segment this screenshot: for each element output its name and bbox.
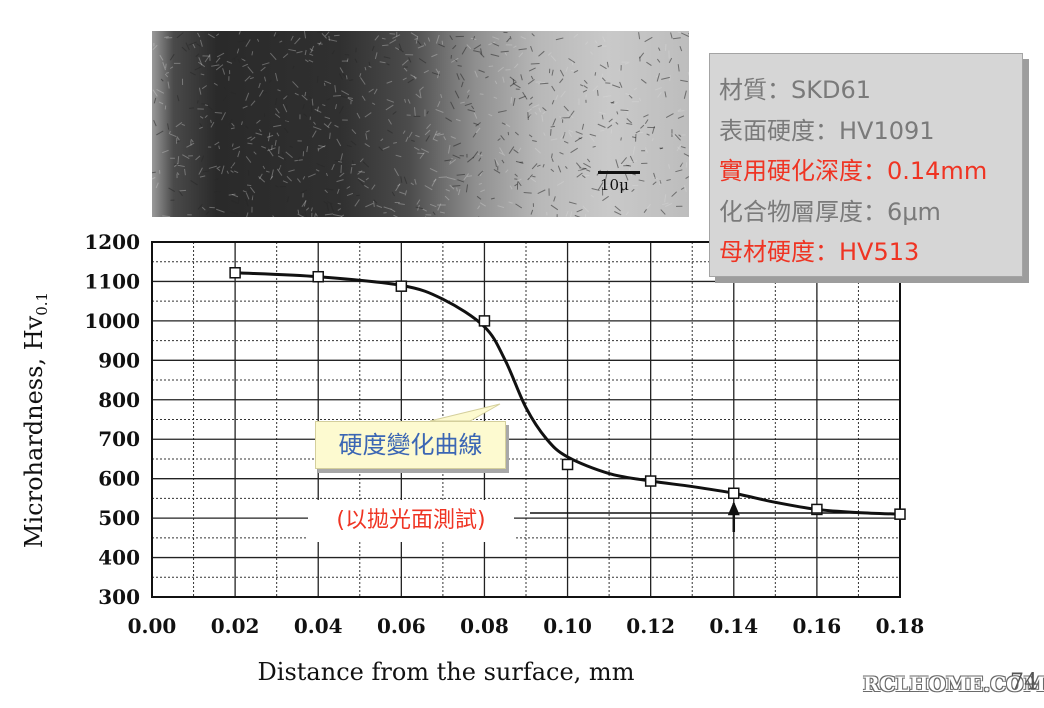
micrograph-image: [152, 31, 689, 217]
y-tick-label: 1200: [84, 230, 140, 254]
watermark: RCLHOME.COM: [863, 672, 1044, 696]
data-point: [561, 458, 574, 471]
y-axis-title: Microhardness, Hv0.1: [20, 292, 51, 548]
info-compound-layer: 化合物層厚度：6μm: [719, 197, 941, 226]
y-tick-label: 900: [98, 348, 140, 372]
data-point: [894, 508, 906, 520]
x-tick-label: 0.04: [294, 614, 343, 638]
scale-bar-label: 10μ: [600, 176, 629, 194]
polished-surface-note: (以拋光面測試): [308, 500, 514, 542]
x-tick-label: 0.06: [377, 614, 426, 638]
info-surface-hardness: 表面硬度：HV1091: [719, 116, 935, 145]
x-tick-label: 0.12: [626, 614, 675, 638]
y-tick-label: 300: [98, 585, 140, 609]
chart-frame: [151, 241, 901, 598]
hardness-curve: [235, 271, 901, 516]
y-tick-label: 500: [98, 506, 140, 530]
info-base-hardness: 母材硬度：HV513: [719, 238, 920, 266]
x-tick-label: 0.14: [709, 614, 758, 638]
material-info-box: 材質：SKD61 表面硬度：HV1091 實用硬化深度：0.14mm 化合物層厚…: [709, 53, 1023, 277]
data-point: [312, 270, 324, 283]
hardness-curve-callout: 硬度變化曲線: [315, 421, 506, 469]
chart-markers: [229, 267, 906, 520]
info-effective-case-depth: 實用硬化深度：0.14mm: [719, 157, 988, 185]
chart-labels: 0.00 0.02 0.04 0.06 0.08 0.10 0.12 0.14 0.16 0.18…: [20, 230, 924, 686]
x-tick-label: 0.10: [543, 614, 592, 638]
chart-arrow: [530, 501, 880, 532]
x-tick-label: 0.18: [876, 614, 925, 638]
data-point: [478, 315, 491, 327]
data-point: [811, 503, 823, 516]
y-axis-title-subscript: 0.1: [33, 292, 51, 316]
y-tick-label: 400: [98, 546, 140, 570]
info-material: 材質：SKD61: [719, 76, 871, 104]
y-tick-label: 1100: [84, 269, 140, 293]
y-tick-label: 700: [98, 427, 140, 451]
y-tick-label: 1000: [84, 309, 140, 333]
chart-plot-frame: [151, 241, 901, 598]
x-tick-label: 0.08: [460, 614, 509, 638]
page-number: 74: [1010, 670, 1038, 695]
scale-bar: [598, 171, 640, 174]
depth-arrow-head: [727, 501, 740, 516]
y-tick-label: 800: [98, 388, 140, 412]
x-tick-label: 0.00: [128, 614, 177, 638]
data-point: [395, 280, 408, 292]
micrograph-texture: [152, 31, 689, 217]
x-axis-title: Distance from the surface, mm: [258, 658, 635, 686]
data-point: [229, 267, 241, 279]
chart-grid: [152, 242, 900, 597]
x-tick-label: 0.02: [211, 614, 260, 638]
y-tick-label: 600: [98, 467, 140, 491]
chart-curve: [235, 271, 901, 516]
data-point: [644, 475, 657, 487]
data-point: [728, 487, 740, 500]
x-tick-label: 0.16: [793, 614, 842, 638]
